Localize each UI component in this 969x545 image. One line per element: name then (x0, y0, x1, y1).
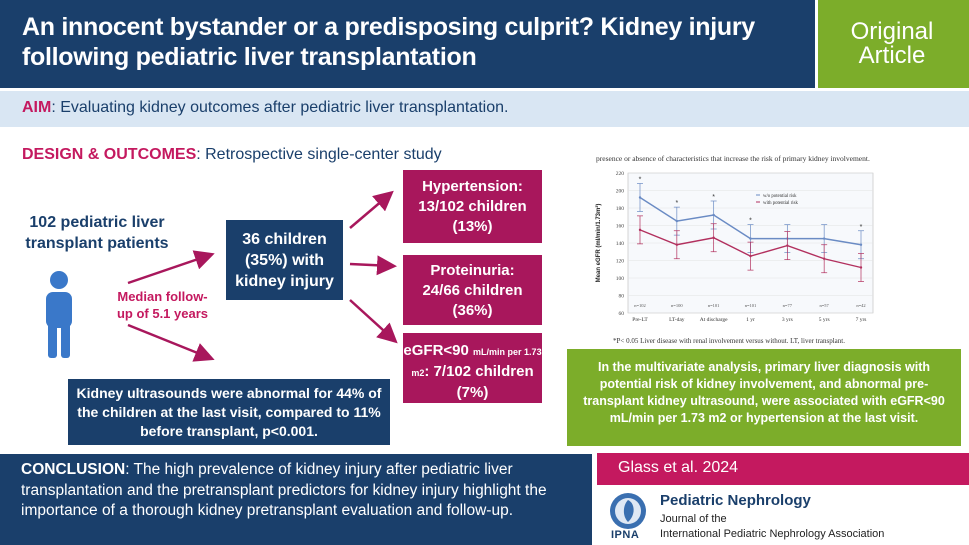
arrow-to-egfr (349, 299, 398, 344)
y-tick-label: 160 (616, 224, 625, 230)
aim-label: AIM (22, 99, 52, 116)
proteinuria-title: Proteinuria: (430, 262, 515, 279)
egfr-box: eGFR<90 mL/min per 1.73 m2: 7/102 childr… (403, 333, 542, 403)
aim-text: : Evaluating kidney outcomes after pedia… (51, 99, 509, 116)
data-point (638, 196, 642, 199)
design-heading: DESIGN & OUTCOMES: Retrospective single-… (22, 146, 442, 164)
n-label: n=102 (634, 303, 646, 308)
citation: Glass et al. 2024 (597, 453, 969, 485)
design-label: DESIGN & OUTCOMES (22, 146, 197, 163)
median-follow-up: Median follow-up of 5.1 years (116, 289, 209, 321)
kidney-injury-box: 36 children (35%) with kidney injury (226, 220, 343, 300)
significance-marker: * (639, 177, 642, 184)
y-tick-label: 220 (616, 171, 625, 177)
egfr-unit: mL/min per 1.73 m2 (411, 347, 542, 378)
figure-footnote: *P< 0.05 Liver disease with renal involv… (613, 337, 845, 345)
proteinuria-percent: (36%) (452, 302, 493, 319)
n-label: n=101 (745, 303, 757, 308)
y-tick-label: 180 (616, 206, 625, 212)
y-tick-label: 100 (616, 276, 625, 282)
ipna-logo-text: IPNA (611, 529, 640, 541)
x-tick-label: 3 yrs (782, 317, 793, 323)
arrow-to-injury (127, 250, 215, 285)
significance-marker: * (749, 218, 752, 225)
y-axis-label: Mean eGFR (ml/min/1.73m²) (595, 204, 602, 283)
hypertension-percent: (13%) (452, 218, 493, 235)
proteinuria-box: Proteinuria: 24/66 children (36%) (403, 255, 542, 325)
journal-subtitle-2: International Pediatric Nephrology Assoc… (660, 528, 885, 540)
y-tick-label: 120 (616, 259, 625, 265)
data-point (712, 213, 715, 217)
n-label: n=100 (671, 303, 683, 308)
arrow-to-proteinuria (349, 255, 397, 276)
n-label: n=101 (708, 303, 720, 308)
x-tick-label: Pre-LT (632, 317, 648, 323)
journal-subtitle-1: Journal of the (660, 513, 727, 525)
data-point (675, 243, 679, 246)
arrow-to-hypertension (349, 190, 394, 229)
egfr-prefix: eGFR<90 (403, 342, 474, 359)
data-point (675, 219, 679, 223)
y-tick-label: 60 (619, 311, 625, 317)
significance-marker: * (860, 224, 863, 231)
badge-divider (815, 0, 818, 88)
header-bar (0, 0, 815, 88)
data-point (859, 243, 863, 246)
design-text: : Retrospective single-center study (196, 146, 442, 163)
person-icon (46, 271, 72, 358)
proteinuria-count: 24/66 children (422, 282, 523, 299)
y-tick-label: 140 (616, 241, 625, 247)
significance-marker: * (675, 200, 678, 207)
egfr-result: : 7/102 children (7%) (424, 363, 534, 401)
figure-caption: presence or absence of characteristics t… (596, 154, 870, 163)
x-tick-label: 5 yrs (819, 317, 830, 323)
page-title: An innocent bystander or a predisposing … (22, 13, 755, 71)
hypertension-count: 13/102 children (418, 198, 527, 215)
x-tick-label: 7 yrs (856, 317, 867, 323)
significance-marker: * (712, 194, 715, 201)
x-tick-label: At discharge (700, 317, 728, 323)
egfr-line-chart: 60 80 100 120 140 160 180 200 220 Mean eGFR (ml/m… (595, 171, 874, 323)
conclusion-label: CONCLUSION (21, 461, 126, 478)
y-tick-label: 200 (616, 189, 625, 195)
ipna-logo-icon (610, 493, 646, 529)
conclusion-text: : The high prevalence of kidney injury a… (21, 461, 547, 519)
data-point (712, 236, 715, 239)
ultrasound-finding: Kidney ultrasounds were abnormal for 44%… (68, 379, 390, 445)
y-tick-label: 80 (619, 294, 625, 300)
data-point (822, 257, 826, 260)
legend-label: with potential risk (763, 201, 799, 206)
conclusion-box: CONCLUSION: The high prevalence of kidne… (0, 454, 592, 545)
data-point (822, 237, 826, 240)
n-label: n=42 (856, 303, 865, 308)
n-label: n=77 (783, 303, 793, 308)
legend-label: w/o potential risk (763, 194, 797, 199)
data-point (749, 254, 752, 258)
data-point (859, 266, 863, 269)
patients-count: 102 pediatric liver transplant patients (25, 214, 169, 252)
arrow-to-ultrasound (127, 323, 215, 362)
multivariate-result: In the multivariate analysis, primary li… (567, 349, 961, 446)
hypertension-title: Hypertension: (422, 178, 523, 195)
data-point (638, 228, 642, 232)
article-type-badge: Original Article (815, 0, 969, 88)
aim-bar: AIM: Evaluating kidney outcomes after pe… (0, 91, 969, 127)
data-point (786, 244, 789, 247)
x-tick-label: 1 yr (746, 317, 755, 323)
x-tick-label: LT-day (669, 317, 685, 323)
n-label: n=57 (820, 303, 830, 308)
data-point (749, 237, 752, 240)
journal-name: Pediatric Nephrology (660, 492, 811, 509)
hypertension-box: Hypertension: 13/102 children (13%) (403, 170, 542, 243)
